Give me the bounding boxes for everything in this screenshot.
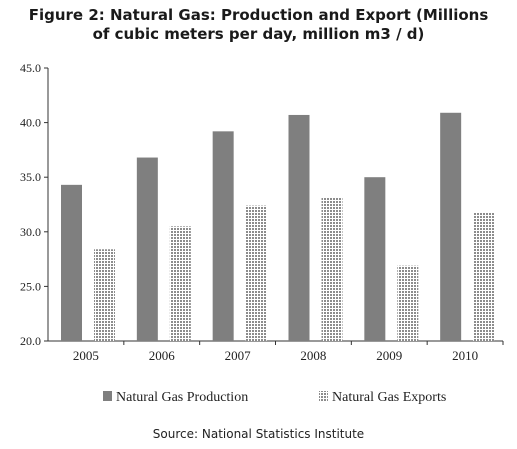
exports-bar [169,226,191,341]
production-bar [136,157,158,341]
legend-label: Natural Gas Production [116,390,248,405]
chart-title: Figure 2: Natural Gas: Production and Ex… [0,6,517,44]
y-tick-label: 45.0 [20,61,41,75]
x-tick-label: 2008 [300,348,326,363]
legend-swatch-exports [319,391,328,401]
y-tick-label: 25.0 [20,279,41,293]
x-tick-label: 2010 [452,348,478,363]
y-tick-label: 40.0 [20,116,41,130]
y-tick-label: 35.0 [20,170,41,184]
y-tick-label: 30.0 [20,225,41,239]
legend-label: Natural Gas Exports [332,390,446,405]
source-note: Source: National Statistics Institute [152,427,365,441]
x-tick-label: 2007 [225,348,252,363]
chart-legend: Natural Gas Production Natural Gas Export… [103,390,446,405]
production-bar [288,114,310,342]
legend-swatch-production [103,391,112,401]
production-bar [61,184,82,341]
exports-bar [321,197,343,341]
chart-bars [61,112,495,342]
y-tick-label: 20.0 [20,334,41,348]
x-tick-label: 2009 [376,348,402,363]
chart-axes: 20.0 25.0 30.0 35.0 40.0 45.0 2005 2006 2007 2008… [20,61,504,363]
chart-title-line2: of cubic meters per day, million m3 / d) [92,25,425,43]
x-tick-label: 2005 [73,348,99,363]
chart-title-line1: Figure 2: Natural Gas: Production and Ex… [28,6,489,24]
exports-bar [397,265,419,341]
exports-bar [473,212,495,341]
x-tick-label: 2006 [149,348,176,363]
exports-bar [245,205,267,341]
production-bar [440,112,462,341]
exports-bar [94,249,115,341]
production-bar [212,131,234,341]
production-bar [364,177,386,341]
